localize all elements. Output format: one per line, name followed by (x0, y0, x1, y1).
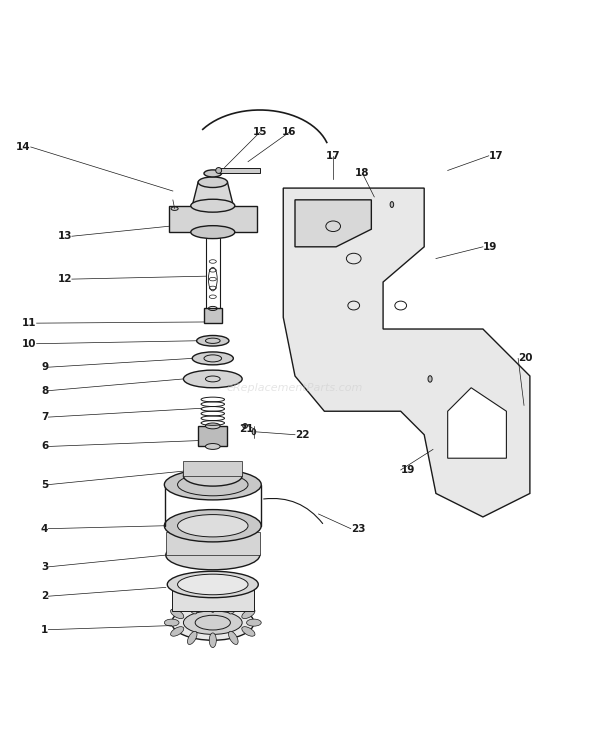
Ellipse shape (390, 202, 394, 208)
Text: 21: 21 (240, 424, 254, 434)
Ellipse shape (242, 423, 247, 428)
Text: 17: 17 (326, 151, 340, 161)
Text: 11: 11 (22, 318, 37, 328)
Ellipse shape (188, 631, 197, 644)
Bar (172, 587, 254, 611)
Ellipse shape (191, 199, 235, 212)
Text: 20: 20 (518, 353, 533, 363)
Text: 9: 9 (41, 362, 48, 372)
Ellipse shape (183, 465, 242, 486)
Ellipse shape (196, 335, 229, 346)
Polygon shape (448, 388, 506, 458)
Text: 2: 2 (41, 591, 48, 601)
Ellipse shape (198, 177, 228, 187)
Text: 19: 19 (483, 242, 497, 252)
Bar (166, 532, 260, 555)
Text: 12: 12 (57, 274, 72, 284)
Ellipse shape (192, 352, 233, 365)
Text: 14: 14 (16, 142, 31, 152)
Bar (219, 168, 260, 174)
Ellipse shape (188, 601, 197, 614)
Text: 8: 8 (41, 386, 48, 396)
Ellipse shape (216, 168, 222, 174)
Text: 13: 13 (57, 232, 72, 241)
Polygon shape (192, 182, 233, 206)
Text: 5: 5 (41, 480, 48, 490)
Bar (183, 461, 242, 476)
Text: 22: 22 (295, 429, 310, 440)
Ellipse shape (171, 207, 178, 211)
Ellipse shape (172, 605, 254, 640)
Text: 16: 16 (282, 127, 296, 138)
Text: 4: 4 (41, 523, 48, 534)
Ellipse shape (191, 226, 235, 238)
Ellipse shape (178, 514, 248, 537)
Ellipse shape (205, 423, 220, 429)
Ellipse shape (165, 469, 261, 500)
Text: 17: 17 (489, 151, 503, 161)
Text: 1: 1 (41, 625, 48, 635)
Text: 6: 6 (41, 441, 48, 451)
Text: 7: 7 (41, 412, 48, 422)
Ellipse shape (171, 626, 184, 636)
Ellipse shape (183, 611, 242, 635)
Text: 10: 10 (22, 338, 37, 349)
Bar (198, 426, 228, 447)
Ellipse shape (171, 609, 184, 619)
Text: 3: 3 (41, 562, 48, 572)
Ellipse shape (428, 376, 432, 382)
Polygon shape (295, 200, 371, 247)
Text: 15: 15 (253, 127, 267, 138)
Ellipse shape (166, 541, 260, 570)
Ellipse shape (205, 444, 220, 450)
Ellipse shape (228, 601, 238, 614)
Ellipse shape (178, 575, 248, 595)
Text: eReplacementParts.com: eReplacementParts.com (227, 383, 363, 393)
Ellipse shape (252, 429, 255, 435)
Ellipse shape (168, 572, 258, 598)
Polygon shape (169, 206, 257, 232)
Ellipse shape (204, 170, 222, 177)
Ellipse shape (242, 609, 255, 619)
Ellipse shape (242, 626, 255, 636)
Polygon shape (283, 188, 530, 517)
Text: 19: 19 (401, 465, 415, 475)
Text: 18: 18 (355, 168, 370, 178)
Ellipse shape (209, 633, 217, 647)
Text: 23: 23 (351, 523, 365, 534)
Ellipse shape (165, 619, 179, 626)
Ellipse shape (183, 370, 242, 388)
Ellipse shape (228, 631, 238, 644)
Bar (204, 308, 222, 323)
Ellipse shape (165, 510, 261, 542)
Ellipse shape (209, 598, 217, 612)
Ellipse shape (247, 619, 261, 626)
